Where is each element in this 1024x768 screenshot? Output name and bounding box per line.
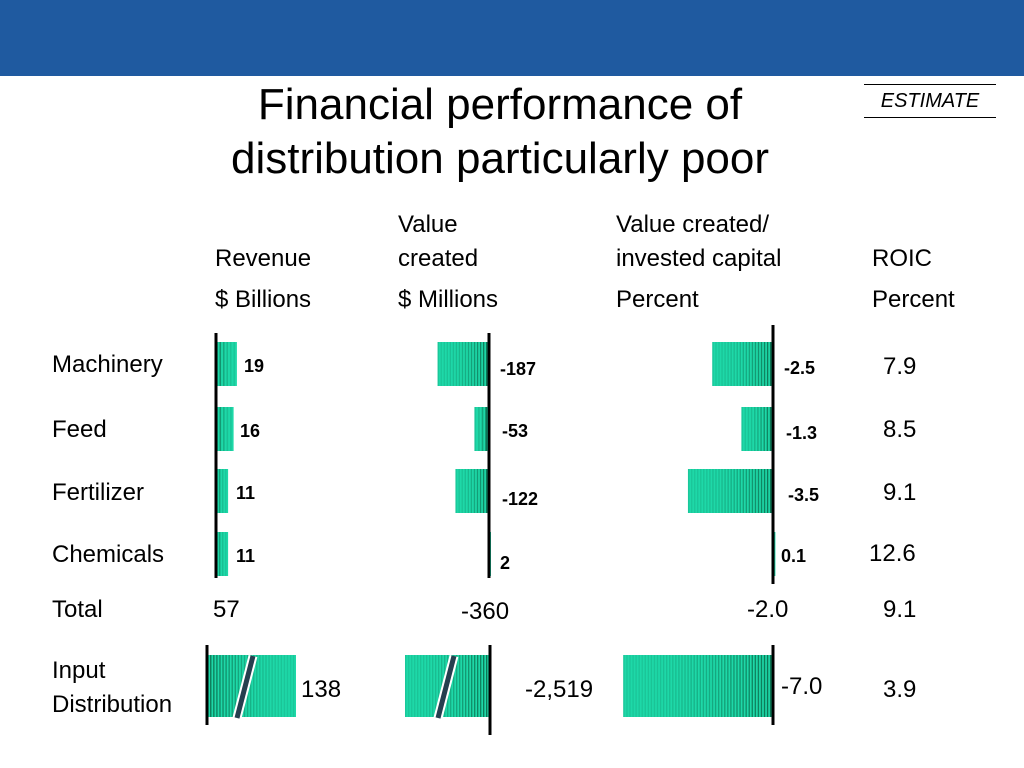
value-created-label-chemicals: 2 xyxy=(500,553,511,573)
revenue-input-distribution: 138 xyxy=(301,676,342,703)
revenue-label-machinery: 19 xyxy=(244,356,265,376)
value-created-label-fertilizer: -122 xyxy=(502,489,539,509)
roic-chemicals: 12.6 xyxy=(869,540,916,567)
value-created-label-feed: -53 xyxy=(502,421,529,441)
roic-feed: 8.5 xyxy=(883,416,917,443)
vc-ratio-label-feed: -1.3 xyxy=(786,423,818,443)
revenue-label-fertilizer: 11 xyxy=(236,483,256,503)
value-created-bar-feed xyxy=(474,407,489,451)
revenue-bar-machinery xyxy=(216,342,237,386)
row-label-chemicals: Chemicals xyxy=(52,541,165,568)
row-label-input-line-1: Input xyxy=(52,657,106,684)
row-label-total: Total xyxy=(52,596,103,623)
vc-ratio-label-machinery: -2.5 xyxy=(784,358,816,378)
vc-ratio-header-line-2: invested capital xyxy=(616,245,782,272)
roic-input-distribution: 3.9 xyxy=(883,676,917,703)
vc-ratio-unit: Percent xyxy=(616,286,699,313)
value-created-total: -360 xyxy=(461,598,510,625)
revenue-bar-chemicals xyxy=(216,532,229,576)
value-created-header-line-2: created xyxy=(398,245,479,272)
vc-ratio-input-distribution-bar xyxy=(623,655,773,717)
revenue-bar-feed xyxy=(216,407,234,451)
value-created-label-machinery: -187 xyxy=(500,359,537,379)
roic-header: ROIC xyxy=(872,245,932,272)
revenue-bar-fertilizer xyxy=(216,469,229,513)
vc-ratio-total: -2.0 xyxy=(747,596,789,623)
row-label-machinery: Machinery xyxy=(52,351,163,378)
revenue-axis-break-mark xyxy=(232,654,258,720)
estimate-stamp: ESTIMATE xyxy=(864,84,996,118)
vc-ratio-input-distribution: -7.0 xyxy=(781,673,823,700)
slide-title: Financial performance of distribution pa… xyxy=(150,78,850,186)
title-line-2: distribution particularly poor xyxy=(230,134,770,183)
value-created-header-line-1: Value xyxy=(398,211,458,238)
vc-ratio-header-line-1: Value created/ xyxy=(616,211,769,238)
vc-ratio-label-fertilizer: -3.5 xyxy=(788,485,820,505)
roic-unit: Percent xyxy=(872,286,955,313)
row-label-input-line-2: Distribution xyxy=(52,691,173,718)
vc-ratio-bar-machinery xyxy=(712,342,773,386)
vc-ratio-bar-feed xyxy=(741,407,773,451)
revenue-header: Revenue xyxy=(215,245,312,272)
value-created-input-distribution: -2,519 xyxy=(525,676,594,703)
value-created-unit: $ Millions xyxy=(398,286,499,313)
roic-machinery: 7.9 xyxy=(883,353,917,380)
vc-ratio-label-chemicals: 0.1 xyxy=(781,546,807,566)
value-created-bar-machinery xyxy=(437,342,489,386)
revenue-total: 57 xyxy=(213,596,240,623)
row-label-feed: Feed xyxy=(52,416,107,443)
roic-fertilizer: 9.1 xyxy=(883,479,917,506)
revenue-unit: $ Billions xyxy=(215,286,312,313)
header-band xyxy=(0,0,1024,76)
roic-total: 9.1 xyxy=(883,596,917,623)
vc-ratio-bar-fertilizer xyxy=(687,469,773,513)
value-created-bar-fertilizer xyxy=(455,469,489,513)
row-label-fertilizer: Fertilizer xyxy=(52,479,145,506)
title-line-1: Financial performance of xyxy=(257,80,743,129)
value-created-axis-break-mark xyxy=(433,654,459,720)
revenue-label-chemicals: 11 xyxy=(236,546,256,566)
revenue-label-feed: 16 xyxy=(240,421,261,441)
